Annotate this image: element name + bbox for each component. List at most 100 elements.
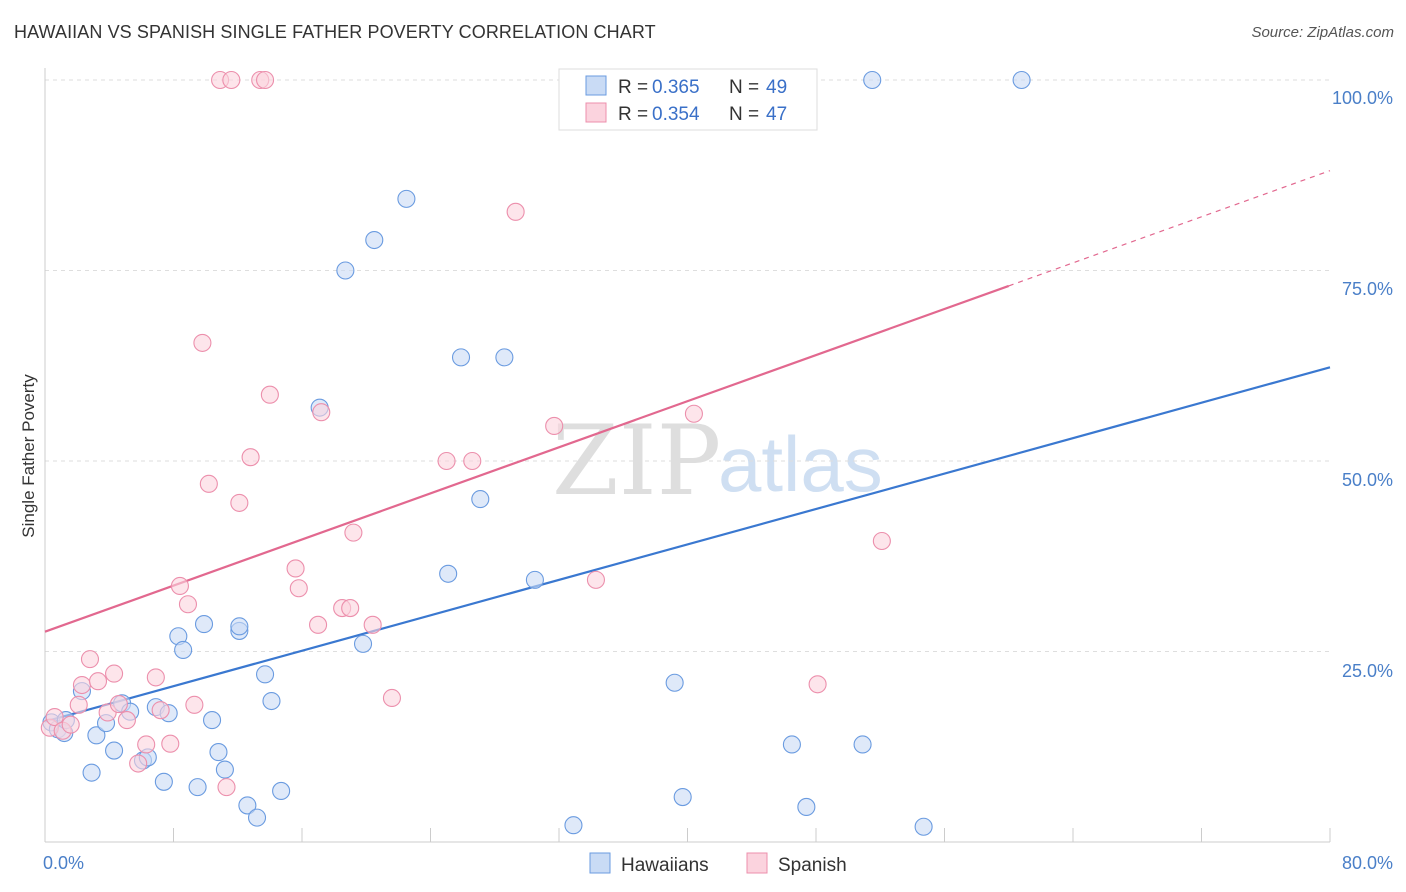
point-spanish — [199, 474, 218, 493]
point-hawaiians — [272, 781, 291, 800]
legend-swatch-hawaiians — [589, 852, 611, 874]
legend-n-value: 47 — [766, 104, 787, 125]
trend-line-spanish-extension — [1008, 170, 1331, 287]
legend-r-label: R = — [618, 77, 648, 98]
point-hawaiians — [914, 817, 933, 836]
x-tick-label-max: 80.0% — [1342, 853, 1393, 873]
chart-title: HAWAIIAN VS SPANISH SINGLE FATHER POVERT… — [14, 22, 656, 42]
point-hawaiians — [256, 665, 275, 684]
point-hawaiians — [87, 726, 106, 745]
gridlines — [45, 79, 1330, 652]
source-note: Source: ZipAtlas.com — [1251, 24, 1394, 41]
y-tick-labels: 100.0% 75.0% 50.0% 25.0% — [1332, 88, 1393, 681]
point-spanish — [382, 688, 402, 708]
legend-n-label: N = — [729, 104, 759, 125]
point-hawaiians — [336, 261, 355, 280]
point-hawaiians — [673, 787, 692, 807]
point-spanish — [586, 570, 605, 589]
point-hawaiians — [105, 741, 124, 760]
point-spanish — [808, 675, 827, 694]
point-hawaiians — [471, 490, 490, 509]
point-hawaiians — [247, 808, 267, 827]
x-tick-label-min: 0.0% — [43, 853, 84, 873]
point-spanish — [161, 734, 180, 753]
legend-r-label: R = — [618, 104, 648, 125]
point-spanish — [45, 707, 64, 727]
point-hawaiians — [174, 640, 193, 660]
point-hawaiians — [397, 189, 416, 208]
point-spanish — [137, 735, 156, 754]
point-hawaiians — [797, 797, 816, 816]
trend-lines — [44, 170, 1331, 723]
point-hawaiians — [495, 348, 514, 367]
point-hawaiians — [439, 564, 458, 583]
y-tick-label: 100.0% — [1332, 88, 1393, 108]
y-tick-label: 75.0% — [1342, 279, 1393, 299]
y-tick-label: 25.0% — [1342, 661, 1393, 681]
point-hawaiians — [209, 743, 228, 762]
point-spanish — [109, 695, 128, 714]
point-hawaiians — [853, 735, 872, 754]
point-hawaiians — [353, 634, 373, 653]
point-hawaiians — [1012, 70, 1031, 90]
point-hawaiians — [238, 796, 257, 815]
point-spanish — [217, 778, 236, 797]
point-spanish — [129, 754, 148, 773]
point-spanish — [61, 715, 80, 734]
point-spanish — [256, 70, 275, 90]
point-spanish — [506, 202, 525, 221]
legend-label-spanish: Spanish — [778, 855, 847, 876]
point-spanish — [69, 695, 88, 714]
point-hawaiians — [564, 816, 583, 835]
trend-line-hawaiians — [44, 366, 1331, 723]
trend-line-spanish — [44, 284, 1010, 633]
point-spanish — [105, 664, 124, 683]
series-hawaiians-points — [42, 70, 1031, 836]
point-hawaiians — [451, 348, 471, 367]
legend-n-label: N = — [729, 77, 759, 98]
point-spanish — [230, 493, 249, 512]
point-hawaiians — [194, 615, 214, 634]
legend-r-value: 0.365 — [652, 77, 700, 98]
legend-swatch-spanish — [585, 102, 607, 123]
point-spanish — [151, 701, 170, 720]
legend-r-value: 0.354 — [652, 104, 700, 125]
point-spanish — [146, 668, 165, 687]
point-hawaiians — [203, 711, 222, 730]
point-hawaiians — [230, 617, 249, 636]
series-legend: Hawaiians Spanish — [589, 852, 847, 876]
point-spanish — [260, 385, 279, 404]
point-hawaiians — [188, 778, 207, 797]
point-spanish — [363, 615, 382, 634]
point-spanish — [437, 451, 456, 471]
point-hawaiians — [82, 763, 101, 782]
point-spanish — [344, 523, 363, 542]
point-spanish — [309, 615, 328, 634]
point-spanish — [684, 404, 703, 423]
point-spanish — [241, 448, 260, 467]
point-spanish — [170, 576, 189, 596]
point-hawaiians — [665, 673, 684, 692]
stats-legend: R = 0.365 N = 49 R = 0.354 N = 47 — [558, 68, 818, 131]
point-spanish — [286, 559, 305, 578]
y-axis-label: Single Father Poverty — [19, 374, 38, 538]
point-spanish — [872, 531, 891, 551]
point-hawaiians — [525, 570, 544, 589]
watermark: ZIP atlas — [552, 405, 883, 517]
watermark-atlas: atlas — [718, 420, 883, 508]
point-spanish — [72, 675, 91, 695]
x-tick-marks — [173, 828, 1331, 842]
point-spanish — [185, 695, 204, 714]
series-spanish-points — [40, 70, 891, 797]
point-hawaiians — [262, 691, 281, 711]
point-spanish — [289, 579, 308, 598]
point-spanish — [193, 333, 212, 352]
point-hawaiians — [215, 760, 234, 779]
point-spanish — [222, 70, 241, 90]
legend-swatch-hawaiians — [585, 75, 607, 96]
legend-label-hawaiians: Hawaiians — [621, 855, 709, 876]
point-spanish — [312, 403, 331, 422]
point-hawaiians — [154, 772, 173, 791]
point-spanish — [178, 595, 198, 614]
